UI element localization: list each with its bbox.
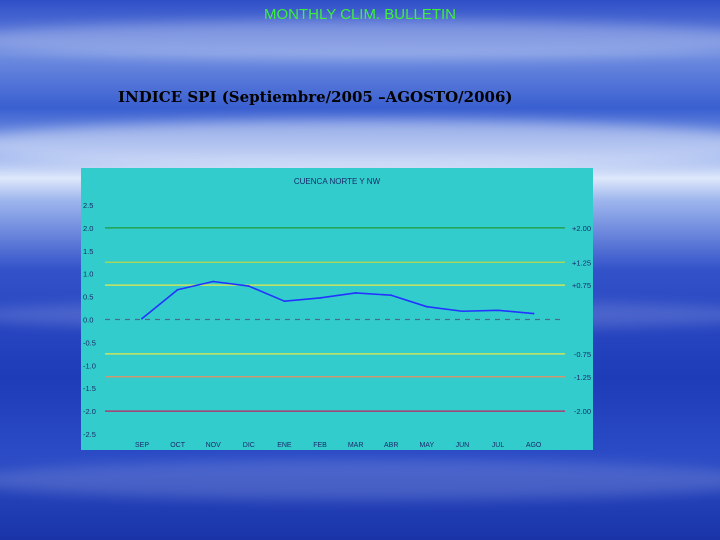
y-tick-label: -0.5 — [83, 338, 96, 347]
x-tick-label: FEB — [313, 442, 327, 449]
x-tick-label: ENE — [277, 442, 292, 449]
y-tick-label: 0.5 — [83, 293, 93, 302]
threshold-label: -2.00 — [574, 407, 591, 416]
chart-canvas: CUENCA NORTE Y NW 2.5 2.0 1.5 1.0 0.5 0.0 -0.5… — [83, 177, 591, 449]
x-tick-label: MAY — [419, 442, 434, 449]
threshold-label: +2.00 — [572, 224, 591, 233]
data-point — [532, 312, 535, 315]
data-point — [176, 288, 179, 291]
data-point — [497, 309, 499, 312]
data-point — [354, 292, 357, 294]
threshold-label: +0.75 — [572, 281, 591, 290]
data-point — [283, 300, 286, 303]
x-tick-label: SEP — [135, 442, 149, 449]
data-point — [247, 285, 250, 287]
y-tick-label: 2.5 — [83, 201, 93, 210]
data-point — [461, 310, 464, 313]
data-point — [319, 297, 321, 299]
x-tick-label: NOV — [206, 442, 222, 449]
data-point — [425, 305, 428, 308]
chart-title: CUENCA NORTE Y NW — [294, 177, 381, 186]
y-tick-label: 1.5 — [83, 247, 93, 256]
x-tick-label: JUN — [456, 442, 470, 449]
threshold-label: +1.25 — [572, 258, 591, 267]
y-tick-label: -2.0 — [83, 407, 96, 416]
slide-subtitle: INDICE SPI (Septiembre/2005 –AGOSTO/2006… — [118, 88, 513, 106]
y-tick-label: 1.0 — [83, 270, 93, 279]
y-tick-label: 2.0 — [83, 224, 93, 233]
data-point — [141, 317, 143, 320]
y-tick-label: 0.0 — [83, 316, 93, 325]
spi-chart: CUENCA NORTE Y NW 2.5 2.0 1.5 1.0 0.5 0.0 -0.5… — [81, 168, 593, 450]
x-tick-label: MAR — [348, 442, 364, 449]
x-tick-label: OCT — [170, 442, 186, 449]
x-tick-label: ABR — [384, 442, 398, 449]
y-tick-label: -1.5 — [83, 384, 96, 393]
x-tick-label: DIC — [243, 442, 255, 449]
y-tick-label: -1.0 — [83, 361, 96, 370]
data-point — [212, 280, 215, 283]
x-tick-label: AGO — [526, 442, 542, 449]
data-point — [390, 294, 393, 297]
threshold-label: -0.75 — [574, 350, 591, 359]
slide-title: MONTHLY CLIM. BULLETIN — [264, 6, 456, 23]
x-tick-label: JUL — [492, 442, 505, 449]
y-tick-label: -2.5 — [83, 430, 96, 439]
series-line — [141, 280, 534, 320]
threshold-label: -1.25 — [574, 373, 591, 382]
